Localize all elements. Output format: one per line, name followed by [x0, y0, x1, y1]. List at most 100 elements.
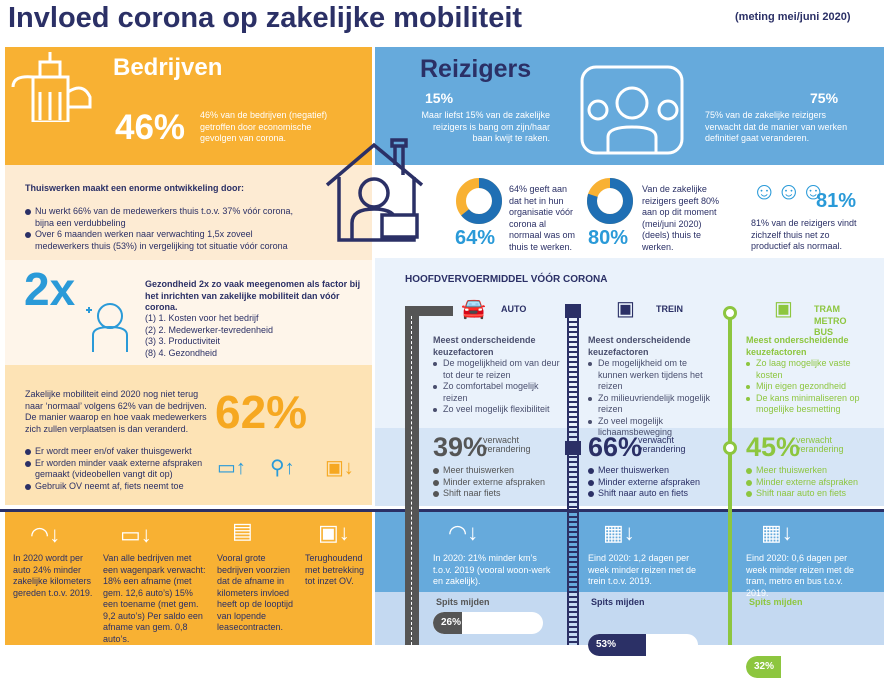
- list-item: Zo veel mogelijk flexibiliteit: [433, 404, 563, 416]
- factor-list: De mogelijkheid om van deur tot deur te …: [433, 358, 563, 416]
- car-down-icon: ▭↓: [120, 522, 152, 547]
- list-item: De mogelijkheid om van deur tot deur te …: [433, 358, 563, 381]
- donut-64-text: 64% geeft aan dat het in hun organisatie…: [509, 184, 576, 252]
- list-item: Gebruik OV neemt af, fiets neemt toe: [25, 481, 215, 493]
- bedrijven-46-text: 46% van de bedrijven (negatief) getroffe…: [200, 110, 328, 143]
- list-item: Zo comfortabel mogelijk reizen: [433, 381, 563, 404]
- spits-bar-fill: 26%: [433, 612, 462, 634]
- verandering-panel: [375, 428, 884, 506]
- ranking-item: (8) 4. Gezondheid: [145, 347, 218, 358]
- thuiswerken-heading: Thuiswerken maakt een enorme ontwikkelin…: [25, 183, 245, 193]
- verwacht-pct: 39%: [433, 432, 488, 462]
- thuiswerk-up-icon: ▭↑: [217, 457, 246, 479]
- train-station: [565, 441, 581, 455]
- spits-bar: 32%: [746, 656, 856, 678]
- train-track: [567, 306, 579, 645]
- auto-road-branch: [405, 306, 453, 316]
- reizigers-81-text: 81% van de reizigers vindt zichzelf thui…: [751, 218, 857, 251]
- list-item: Minder externe afspraken: [746, 477, 884, 489]
- vervoer-heading: HOOFDVERVOERMIDDEL VÓÓR CORONA: [405, 274, 608, 285]
- bedrijven-panel: [5, 47, 372, 165]
- verwacht-label: verwacht verandering: [483, 435, 531, 454]
- calendar-down-icon: ▦↓: [603, 520, 635, 545]
- list-item: Zo laag mogelijke vaste kosten: [746, 358, 876, 381]
- bottom-text-4: Terughoudend met betrekking tot inzet OV…: [305, 553, 365, 586]
- train-station: [565, 304, 581, 318]
- verwacht-pct: 66%: [588, 432, 643, 462]
- list-item: Er wordt meer en/of vaker thuisgewerkt: [25, 446, 215, 458]
- ranking-item: (2) 2. Medewerker-tevredenheid: [145, 324, 274, 335]
- reizigers-bottom-panel: [375, 512, 884, 592]
- list-item: Shift naar auto en fiets: [588, 488, 728, 500]
- list-item: Nu werkt 66% van de medewerkers thuis t.…: [25, 206, 295, 229]
- list-item: Shift naar auto en fiets: [746, 488, 884, 500]
- bottom-text-2: Van alle bedrijven met een wagenpark ver…: [103, 553, 206, 644]
- speedometer-down-icon: ◠↓: [30, 522, 61, 547]
- donut-80-label: 80%: [588, 227, 629, 249]
- list-item: Zo veel mogelijk lichaamsbeweging: [588, 416, 718, 439]
- mobiliteit-list: Er wordt meer en/of vaker thuisgewerkt E…: [25, 446, 215, 492]
- group-icon: ☺☺☺: [752, 178, 826, 205]
- reizigers-81-pct: 81%: [816, 190, 857, 212]
- speedometer-down-icon: ◠↓: [448, 520, 479, 545]
- tram-stop: [723, 441, 737, 455]
- thuiswerken-list: Nu werkt 66% van de medewerkers thuis t.…: [25, 206, 295, 252]
- gezondheid-heading: Gezondheid 2x zo vaak meegenomen als fac…: [145, 279, 361, 312]
- ov-down-icon: ▣↓: [325, 457, 354, 479]
- bottom-text: Eind 2020: 1,2 dagen per week minder rei…: [588, 553, 697, 586]
- ranking-item: (1) 1. Kosten voor het bedrijf: [145, 313, 259, 323]
- mode-name: TRAM METRO BUS: [814, 304, 847, 337]
- donut-64: [456, 178, 502, 224]
- reizigers-75-pct: 75%: [810, 90, 839, 106]
- bottom-text-3: Vooral grote bedrijven voorzien dat de a…: [217, 553, 294, 632]
- factor-heading: Meest onderscheidende keuzefactoren: [433, 335, 536, 357]
- bus-icon: ▣: [774, 298, 793, 320]
- donut-80-text: Van de zakelijke reizigers geeft 80% aan…: [642, 184, 720, 252]
- page-title: Invloed corona op zakelijke mobiliteit: [8, 2, 523, 34]
- list-item: De kans minimaliseren op mogelijke besme…: [746, 393, 876, 416]
- list-item: Meer thuiswerken: [746, 465, 884, 477]
- divider: [0, 509, 884, 512]
- spits-label: Spits mijden: [749, 597, 803, 607]
- list-item: Mijn eigen gezondheid: [746, 381, 876, 393]
- car-icon: 🚘: [461, 298, 486, 320]
- verwacht-label: verwacht verandering: [796, 435, 844, 454]
- list-item: De mogelijkheid om te kunnen werken tijd…: [588, 358, 718, 393]
- road-marking: [411, 316, 412, 645]
- list-item: Shift naar fiets: [433, 488, 573, 500]
- mode-name: TREIN: [656, 304, 683, 314]
- bottom-text: In 2020: 21% minder km’s t.o.v. 2019 (vo…: [433, 553, 551, 586]
- calendar-down-icon: ▦↓: [761, 520, 793, 545]
- home-worker-icon: [325, 138, 424, 242]
- travelers-icon: [580, 65, 684, 155]
- bedrijven-heading: Bedrijven: [113, 54, 223, 81]
- reizigers-15-pct: 15%: [425, 90, 454, 106]
- train-icon: ▣: [616, 298, 635, 320]
- reizigers-75-text: 75% van de zakelijke reizigers verwacht …: [705, 110, 848, 143]
- thuiswerken-panel: [5, 165, 372, 260]
- gezondheid-panel: [5, 260, 372, 365]
- tram-stop: [723, 306, 737, 320]
- gezondheid-2x: 2x: [24, 263, 76, 315]
- list-item: Minder externe afspraken: [588, 477, 728, 489]
- list-item: Minder externe afspraken: [433, 477, 573, 489]
- fiets-up-icon: ⚲↑: [270, 457, 295, 479]
- contract-icon: ▤: [232, 518, 253, 543]
- list-item: Er worden minder vaak externe afspraken …: [25, 458, 215, 481]
- auto-road: [405, 306, 419, 645]
- bedrijven-bottom-panel: [5, 512, 372, 645]
- train-down-icon: ▣↓: [318, 520, 350, 545]
- tram-line: [728, 312, 732, 645]
- ranking-item: (3) 3. Productiviteit: [145, 336, 221, 346]
- mobiliteit-panel: [5, 365, 372, 505]
- spits-bar: 53%: [588, 634, 698, 656]
- factor-heading: Meest onderscheidende keuzefactoren: [588, 335, 691, 357]
- spits-label: Spits mijden: [591, 597, 645, 607]
- building-icon: [11, 52, 92, 122]
- bottom-text: Eind 2020: 0,6 dagen per week minder rei…: [746, 553, 855, 598]
- donut-80: [587, 178, 633, 224]
- factor-list: Zo laag mogelijke vaste kosten Mijn eigen…: [746, 358, 876, 416]
- reizigers-15-text: Maar liefst 15% van de zakelijke reizige…: [421, 110, 550, 143]
- change-list: Meer thuiswerken Minder externe afspraken…: [746, 465, 884, 500]
- ranking-list: (1) 1. Kosten voor het bedrijf (2) 2. Me…: [145, 313, 273, 359]
